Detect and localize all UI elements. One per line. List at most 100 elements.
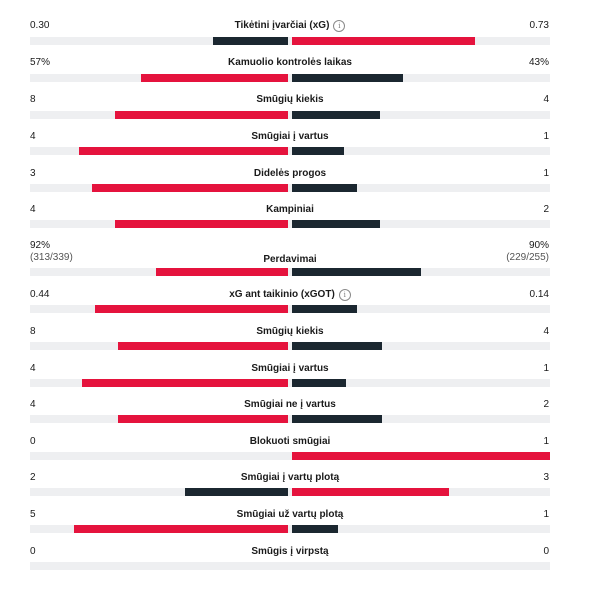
home-bar-fill xyxy=(91,184,288,192)
away-bar-track xyxy=(292,74,550,82)
away-value: 1 xyxy=(543,509,549,521)
home-bar-fill xyxy=(94,305,288,313)
stat-row: 92% (313/339) 90% (229/255) Perdavimai xyxy=(0,240,592,276)
stat-label-text: Smūgių kiekis xyxy=(256,326,324,337)
away-bar-track xyxy=(292,147,550,155)
away-value: 43% xyxy=(529,57,549,69)
away-value: 1 xyxy=(543,363,549,375)
home-bar-fill xyxy=(213,37,288,45)
away-bar-fill xyxy=(292,111,380,119)
home-bar-fill xyxy=(79,147,288,155)
away-value: 0.14 xyxy=(530,289,549,301)
stat-label: Smūgių kiekis xyxy=(140,94,440,106)
home-value: 0.30 xyxy=(30,20,49,32)
info-icon[interactable]: i xyxy=(333,20,346,32)
away-bar-track xyxy=(292,342,550,350)
home-bar-track xyxy=(30,268,288,276)
stat-bar xyxy=(30,184,550,192)
home-bar-track xyxy=(30,37,288,45)
home-value-main: 2 xyxy=(30,472,36,483)
away-value: 1 xyxy=(543,168,549,180)
home-value-main: 0.30 xyxy=(30,20,50,31)
stat-label-text: Smūgiai į vartų plotą xyxy=(240,472,340,483)
home-bar-track xyxy=(30,111,288,119)
away-value-main: 1 xyxy=(543,509,549,520)
home-value: 8 xyxy=(30,94,36,106)
stat-row: 8 4 Smūgių kiekis xyxy=(0,94,592,119)
home-bar-fill xyxy=(156,268,288,276)
home-value: 4 xyxy=(30,399,36,411)
stat-label-text: xG ant taikinio (xGOT) xyxy=(229,289,335,300)
home-value: 57% xyxy=(30,57,50,69)
home-value: 3 xyxy=(30,168,36,180)
stat-label-text: Smūgis į virpstą xyxy=(251,546,329,557)
stat-label: Kamuolio kontrolės laikas xyxy=(140,57,440,69)
stat-label: Smūgiai į vartų plotą xyxy=(140,472,440,484)
stat-label: Blokuoti smūgiai xyxy=(140,436,440,448)
home-value-main: 5 xyxy=(30,509,36,520)
stat-bar xyxy=(30,525,550,533)
stat-label: Smūgių kiekis xyxy=(140,326,440,338)
stat-label: Smūgiai į vartus xyxy=(140,363,440,375)
home-value: 4 xyxy=(30,204,36,216)
stat-row: 0 1 Blokuoti smūgiai xyxy=(0,436,592,460)
away-value: 2 xyxy=(543,399,549,411)
home-bar-track xyxy=(30,488,288,496)
info-icon[interactable]: i xyxy=(338,289,351,301)
home-value: 5 xyxy=(30,509,36,521)
home-bar-fill xyxy=(115,111,288,119)
away-value-main: 1 xyxy=(543,168,549,179)
stat-label: Perdavimai xyxy=(140,254,440,266)
away-value-main: 1 xyxy=(543,131,549,142)
away-bar-fill xyxy=(292,525,339,533)
stat-bar xyxy=(30,379,550,387)
away-bar-fill xyxy=(292,415,383,423)
away-value-main: 90% xyxy=(528,240,549,251)
home-value: 0.44 xyxy=(30,289,49,301)
stat-label: Smūgiai į vartus xyxy=(140,131,440,143)
home-bar-track xyxy=(30,562,288,570)
home-bar-track xyxy=(30,184,288,192)
stat-row: 3 1 Didelės progos xyxy=(0,168,592,192)
stat-bar xyxy=(30,305,550,313)
home-bar-track xyxy=(30,74,288,82)
home-value-main: 0.44 xyxy=(30,289,50,300)
away-value-main: 2 xyxy=(543,204,549,215)
away-value-main: 0.14 xyxy=(529,289,549,300)
home-bar-track xyxy=(30,305,288,313)
stat-label: Smūgiai ne į vartus xyxy=(140,399,440,411)
away-value: 0 xyxy=(543,546,549,558)
away-value: 4 xyxy=(543,94,549,106)
stat-row: 5 1 Smūgiai už vartų plotą xyxy=(0,509,592,533)
stat-bar xyxy=(30,415,550,423)
away-value-main: 4 xyxy=(543,326,549,337)
home-bar-track xyxy=(30,342,288,350)
home-value-main: 92% xyxy=(30,240,51,251)
stat-label-text: Tikėtini įvarčiai (xG) xyxy=(234,20,330,31)
stat-bar xyxy=(30,488,550,496)
home-value-main: 4 xyxy=(30,131,36,142)
stat-row: 0.44 0.14 xG ant taikinio (xGOT) i xyxy=(0,289,592,313)
stat-label-text: Didelės progos xyxy=(253,168,327,179)
home-bar-fill xyxy=(115,220,288,228)
stat-bar xyxy=(30,147,550,155)
home-value-detail: (313/339) xyxy=(30,252,73,263)
away-value: 0.73 xyxy=(530,20,549,32)
stat-row: 0.30 0.73 Tikėtini įvarčiai (xG) i xyxy=(0,20,592,45)
away-bar-track xyxy=(292,525,550,533)
home-bar-fill xyxy=(73,525,288,533)
away-bar-track xyxy=(292,220,550,228)
away-value-main: 0.73 xyxy=(529,20,549,31)
away-bar-track xyxy=(292,562,550,570)
stat-bar xyxy=(30,342,550,350)
stat-row: 57% 43% Kamuolio kontrolės laikas xyxy=(0,57,592,82)
home-bar-track xyxy=(30,379,288,387)
away-value: 90% (229/255) xyxy=(506,240,549,264)
away-bar-track xyxy=(292,379,550,387)
home-value-main: 3 xyxy=(30,168,36,179)
home-value: 92% (313/339) xyxy=(30,240,73,264)
stat-label-text: Smūgiai į vartus xyxy=(251,363,329,374)
home-bar-fill xyxy=(140,74,288,82)
away-value: 1 xyxy=(543,131,549,143)
